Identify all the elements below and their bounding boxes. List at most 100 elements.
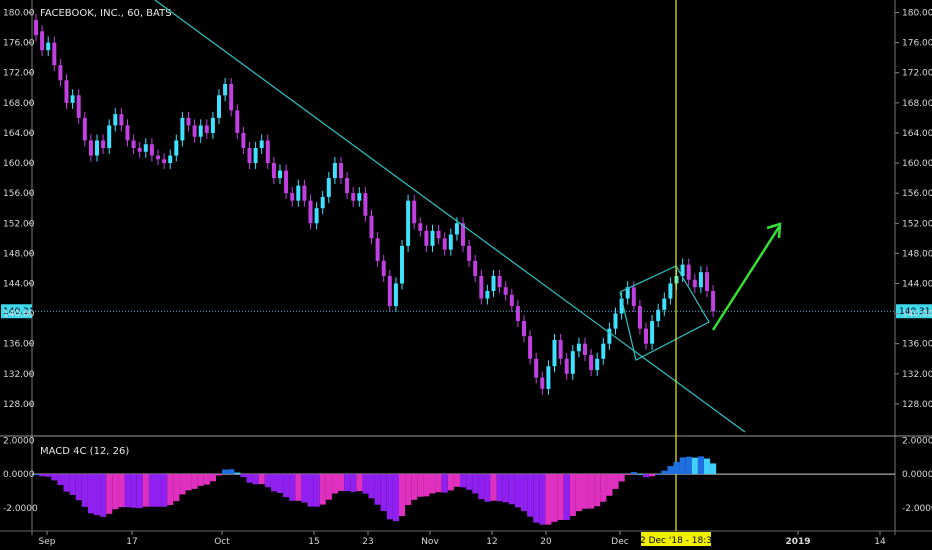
x-tick-label: 15	[308, 537, 319, 547]
macd-bar	[472, 474, 479, 494]
last-price-label-right: 140.31	[899, 307, 931, 317]
candle-body	[613, 313, 618, 329]
x-tick-label: 2019	[785, 537, 810, 547]
candle-body	[101, 140, 106, 148]
candle-body	[497, 275, 502, 288]
y-tick-label-right: 176.00	[902, 39, 932, 49]
macd-bar	[136, 474, 143, 509]
macd-title: MACD 4C (12, 26)	[40, 446, 129, 457]
macd-bar	[277, 474, 284, 493]
candle-body	[607, 328, 612, 344]
candle-body	[479, 275, 484, 299]
macd-bar	[222, 469, 229, 475]
macd-bar	[209, 474, 216, 482]
candle-body	[192, 125, 197, 137]
macd-bar	[380, 474, 387, 511]
candle-body	[46, 42, 51, 51]
macd-bar	[185, 474, 192, 491]
macd-bar	[100, 474, 107, 517]
macd-bar	[118, 474, 125, 508]
candle-body	[711, 291, 716, 312]
candle-body	[76, 95, 81, 118]
candle-body	[320, 196, 325, 209]
rising-wedge	[619, 265, 710, 361]
candle-body	[259, 140, 264, 148]
candle-body	[302, 185, 307, 201]
macd-bar	[423, 474, 430, 497]
macd-bar	[460, 474, 467, 488]
crosshair-date-label: 12 Dec '18 - 18:30	[634, 536, 718, 546]
candle-body	[247, 148, 252, 164]
last-price-tag-left	[1, 304, 32, 319]
candle-body	[241, 132, 246, 148]
y-tick-label-right: 164.00	[902, 129, 932, 139]
macd-bar	[478, 474, 485, 500]
macd-bar	[142, 474, 149, 507]
candle-body	[595, 358, 600, 371]
candle-body	[491, 275, 496, 291]
macd-bar	[649, 474, 656, 477]
macd-bar	[191, 474, 198, 489]
macd-bar	[453, 474, 460, 487]
macd-bar	[338, 474, 345, 491]
candle-body	[473, 260, 478, 276]
macd-bar	[87, 474, 94, 514]
macd-bar	[399, 474, 406, 517]
x-tick-label: 20	[540, 537, 552, 547]
last-price-tag-right	[896, 304, 932, 319]
macd-bar	[155, 474, 162, 507]
candle-body	[509, 294, 514, 307]
candle-body	[326, 178, 331, 197]
macd-bar	[350, 474, 357, 492]
candle-body	[424, 230, 429, 246]
macd-bar	[643, 474, 650, 478]
x-tick-label: 12	[486, 537, 497, 547]
macd-bar	[612, 474, 619, 489]
candle-body	[698, 272, 703, 288]
candle-body	[235, 110, 240, 133]
candle-body	[412, 200, 417, 224]
macd-bar	[691, 457, 698, 475]
macd-bar	[557, 474, 564, 520]
candle-body	[485, 291, 490, 299]
candle-body	[162, 159, 167, 164]
candle-body	[418, 223, 423, 231]
macd-bar	[234, 472, 241, 475]
candle-body	[558, 339, 563, 359]
candle-body	[82, 117, 87, 141]
candle-body	[34, 20, 38, 36]
macd-tick-label-left: 0.0000	[3, 470, 35, 480]
macd-bar	[313, 474, 320, 507]
y-tick-label-left: 148.00	[3, 249, 35, 259]
macd-bar	[246, 474, 253, 483]
macd-bar	[514, 474, 521, 508]
last-price-label-left: 140.31	[3, 307, 35, 317]
candle-body	[125, 125, 130, 141]
macd-bar	[301, 474, 308, 503]
axes: 180.00 180.00 176.00 176.00 172.00 172.00 168.…	[3, 9, 932, 547]
target-arrow-head	[766, 222, 782, 239]
macd-bar	[39, 474, 46, 477]
y-tick-label-left: 156.00	[3, 189, 35, 199]
candle-body	[204, 125, 209, 133]
candle-body	[217, 95, 221, 118]
candle-body	[210, 117, 215, 133]
macd-bar	[374, 474, 381, 505]
macd-bar	[45, 474, 52, 477]
y-tick-label-right: 144.00	[902, 279, 932, 289]
candle-body	[656, 309, 661, 322]
macd-bar	[441, 474, 448, 493]
macd-bar	[704, 458, 711, 475]
candle-body	[369, 215, 374, 239]
y-tick-label-left: 176.00	[3, 39, 35, 49]
macd-bar	[386, 474, 393, 520]
macd-bar	[533, 474, 540, 523]
macd-bar	[295, 474, 302, 501]
candle-body	[168, 155, 173, 164]
macd-tick-label-right: -2.0000	[902, 504, 932, 514]
macd-bar	[508, 474, 515, 505]
candle-body	[186, 117, 191, 126]
candle-body	[650, 321, 655, 344]
